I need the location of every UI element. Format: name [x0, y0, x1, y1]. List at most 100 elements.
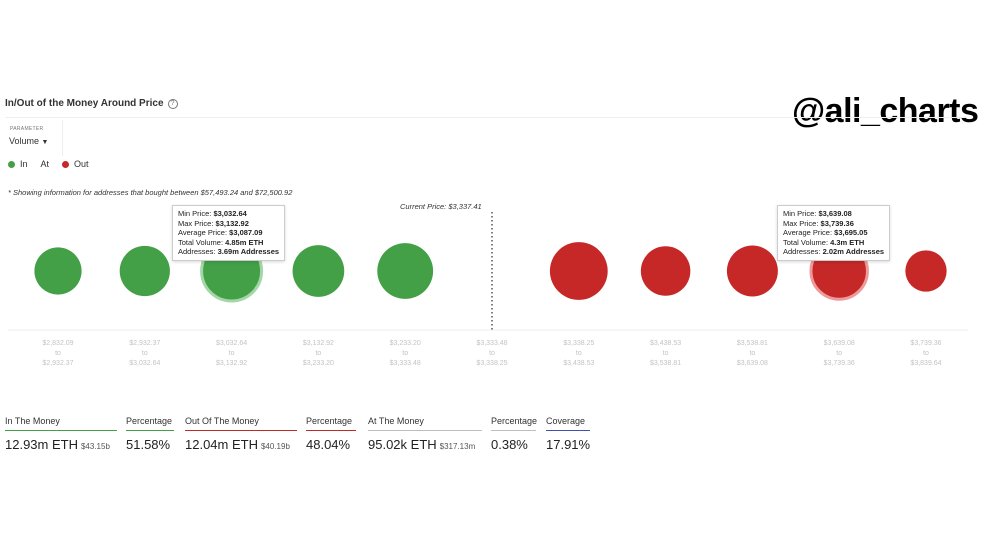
x-tick-max: $3,739.36	[823, 360, 855, 367]
stat-value: 12.04m ETH $40.19b	[185, 437, 290, 452]
bubble-out[interactable]	[905, 250, 947, 292]
tooltip-line: Total Volume: 4.85m ETH	[178, 237, 264, 247]
stat-value: 51.58%	[126, 437, 170, 452]
x-tick-min: $3,032.64	[216, 340, 248, 347]
tooltip-left: Min Price: $3,032.64 Max Price: $3,132.9…	[172, 205, 286, 261]
parameter-select[interactable]: Volume ▼	[9, 136, 48, 146]
x-tick-min: $3,132.92	[302, 340, 334, 347]
legend-item-in[interactable]: In	[8, 159, 28, 169]
parameter-value: Volume	[9, 136, 40, 146]
x-tick-separator: to	[489, 350, 495, 357]
x-tick-max: $3,233.20	[302, 360, 334, 367]
stat-main-value: 51.58%	[126, 437, 171, 452]
parameter-divider	[62, 120, 63, 156]
x-tick-label: $3,739.36 to $3,839.64	[896, 339, 956, 369]
x-tick-label: $3,639.08 to $3,739.36	[809, 339, 869, 369]
x-tick-label: $2,832.09 to $2,932.37	[28, 339, 88, 369]
stat-value: 17.91%	[546, 437, 590, 452]
x-tick-label: $3,233.20 to $3,333.48	[375, 339, 435, 369]
tooltip-line: Min Price: $3,032.64	[178, 209, 247, 218]
bubble-out[interactable]	[549, 242, 608, 300]
x-tick-separator: to	[836, 350, 843, 357]
tooltip-right: Min Price: $3,639.08 Max Price: $3,739.3…	[777, 205, 891, 261]
stat-main-value: 17.91%	[546, 437, 591, 452]
x-tick-max: $3,032.64	[129, 360, 161, 367]
tooltip-line: Average Price: $3,695.05	[783, 228, 868, 237]
x-tick-separator: to	[749, 350, 756, 357]
x-tick-max: $2,932.37	[42, 360, 74, 367]
stat-header: Out Of The Money	[185, 416, 297, 431]
legend-item-out[interactable]: Out	[62, 159, 89, 169]
legend-dot-in	[8, 160, 15, 168]
legend-dot-out	[62, 160, 70, 168]
stat-header: At The Money	[368, 416, 482, 431]
tooltip-line: Addresses: 3.69m Addresses	[178, 247, 280, 256]
x-tick-min: $3,338.25	[563, 340, 595, 347]
bubble-in[interactable]	[119, 245, 170, 297]
bubble-out[interactable]	[726, 245, 778, 297]
tooltip-line: Max Price: $3,739.36	[783, 218, 854, 228]
stat-header: Percentage	[126, 416, 174, 431]
chart-title-text: In/Out of the Money Around Price	[5, 98, 164, 109]
bubble-in[interactable]	[34, 247, 82, 295]
legend-label-in: In	[20, 159, 28, 169]
header-divider	[5, 117, 967, 118]
x-tick-label: $3,438.53 to $3,538.81	[636, 339, 696, 369]
x-tick-separator: to	[923, 350, 929, 357]
x-tick-separator: to	[228, 350, 235, 357]
info-note: * Showing information for addresses that…	[8, 188, 293, 197]
x-tick-max: $3,839.64	[910, 360, 942, 367]
stat-main-value: 0.38%	[491, 437, 528, 452]
legend-label-out: Out	[74, 159, 89, 169]
stat-sub-value: $43.15b	[80, 442, 110, 451]
stat-value: 0.38%	[491, 437, 528, 452]
stat-value: 48.04%	[306, 437, 350, 452]
x-tick-label: $3,333.48 to $3,338.25	[462, 339, 522, 369]
tooltip-line: Max Price: $3,132.92	[178, 218, 249, 228]
x-tick-label: $3,032.64 to $3,132.92	[202, 339, 262, 369]
x-tick-max: $3,639.08	[736, 360, 768, 367]
bubble-in[interactable]	[377, 243, 434, 299]
x-tick-max: $3,538.81	[650, 360, 682, 367]
x-tick-max: $3,438.53	[563, 360, 595, 367]
stat-header: Percentage	[491, 416, 537, 431]
help-icon[interactable]: ?	[167, 99, 178, 109]
stat-header: Percentage	[306, 416, 356, 431]
x-tick-min: $3,333.48	[476, 340, 508, 347]
x-tick-label: $2,932.37 to $3,032.64	[115, 339, 175, 369]
tooltip-line: Total Volume: 4.3m ETH	[783, 237, 865, 247]
x-tick-label: $3,132.92 to $3,233.20	[288, 339, 348, 369]
x-tick-label: $3,538.81 to $3,639.08	[722, 339, 782, 369]
x-tick-separator: to	[55, 350, 61, 357]
x-tick-max: $3,333.48	[389, 360, 421, 367]
stat-header: In The Money	[5, 416, 117, 431]
x-tick-separator: to	[141, 350, 148, 357]
stat-main-value: 48.04%	[306, 437, 351, 452]
x-tick-label: $3,338.25 to $3,438.53	[549, 339, 609, 369]
tooltip-line: Min Price: $3,639.08	[783, 209, 852, 218]
stat-main-value: 12.93m ETH	[5, 437, 78, 452]
stat-main-value: 12.04m ETH	[185, 437, 258, 452]
bubble-out[interactable]	[640, 246, 691, 296]
bubble-in[interactable]	[292, 245, 345, 297]
parameter-label: PARAMETER	[10, 126, 44, 132]
legend-item-at[interactable]: At	[41, 159, 50, 169]
tooltip-line: Addresses: 2.02m Addresses	[783, 247, 885, 256]
x-tick-min: $2,832.09	[42, 340, 74, 347]
chevron-down-icon: ▼	[41, 139, 49, 146]
x-tick-min: $3,538.81	[736, 340, 768, 347]
legend: In At Out	[8, 159, 97, 169]
x-tick-min: $3,639.08	[823, 340, 855, 347]
x-tick-separator: to	[402, 350, 409, 357]
stat-value: 95.02k ETH $317.13m	[368, 437, 475, 452]
x-tick-max: $3,132.92	[216, 360, 248, 367]
stat-sub-value: $317.13m	[439, 442, 476, 451]
legend-label-at: At	[40, 159, 50, 169]
x-tick-min: $3,438.53	[650, 340, 682, 347]
x-tick-min: $2,932.37	[129, 340, 161, 347]
x-tick-min: $3,739.36	[910, 340, 942, 347]
chart-title: In/Out of the Money Around Price?	[5, 98, 178, 109]
x-tick-min: $3,233.20	[389, 340, 421, 347]
watermark: @ali_charts	[792, 92, 979, 130]
